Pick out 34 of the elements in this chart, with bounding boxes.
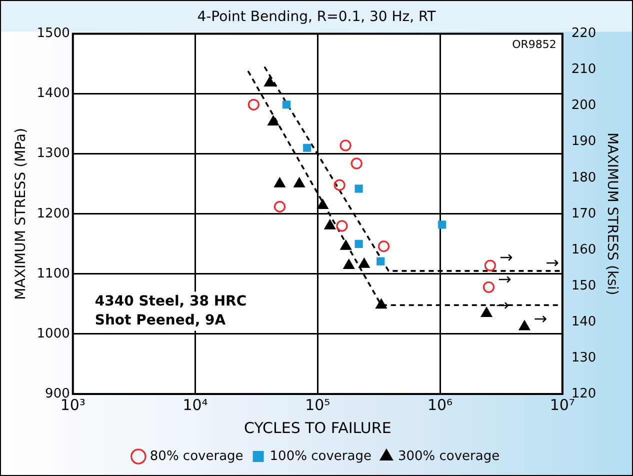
y-tick-label: 1300 bbox=[36, 146, 70, 162]
y2-tick-label: 170 bbox=[571, 206, 596, 222]
y-tick-label: 1500 bbox=[36, 26, 70, 42]
x-tick-label: 10⁴ bbox=[182, 396, 208, 414]
y2-tick-label: 160 bbox=[571, 242, 596, 258]
x-tick-label: 10⁶ bbox=[427, 396, 453, 414]
y2-tick-label: 190 bbox=[571, 134, 596, 150]
y2-tick-label: 220 bbox=[571, 26, 596, 42]
annotation: → bbox=[498, 269, 512, 288]
y2-tick-label: 150 bbox=[571, 278, 596, 294]
chart-title: 4-Point Bending, R=0.1, 30 Hz, RT bbox=[197, 9, 436, 26]
y-tick-label: 1100 bbox=[36, 266, 70, 282]
legend-label: 100% coverage bbox=[270, 448, 372, 464]
y-tick-label: 1400 bbox=[36, 86, 70, 102]
x-tick-label: 10⁷ bbox=[550, 396, 575, 414]
annotation: Shot Peened, 9A bbox=[94, 312, 226, 328]
y2-tick-label: 140 bbox=[571, 314, 596, 330]
y2-tick-label: 210 bbox=[571, 62, 596, 78]
annotation: OR9852 bbox=[512, 38, 556, 52]
legend-label: 300% coverage bbox=[398, 448, 500, 464]
annotation: → bbox=[546, 253, 560, 272]
annotation: → bbox=[534, 308, 548, 328]
y2-axis-title: MAXIMUM STRESS (ksi) bbox=[604, 132, 620, 296]
x-axis-title: CYCLES TO FAILURE bbox=[244, 418, 392, 437]
y-tick-label: 1000 bbox=[36, 326, 70, 342]
x-tick-label: 10⁵ bbox=[305, 396, 330, 414]
annotation: → bbox=[499, 248, 513, 267]
y-axis-title: MAXIMUM STRESS (MPa) bbox=[13, 128, 30, 300]
y2-tick-label: 130 bbox=[571, 350, 596, 366]
annotation: 4340 Steel, 38 HRC bbox=[94, 293, 247, 310]
y2-tick-label: 200 bbox=[571, 98, 596, 114]
legend-label: 80% coverage bbox=[150, 448, 244, 464]
y2-tick-label: 180 bbox=[571, 170, 596, 186]
y-tick-label: 1200 bbox=[36, 206, 70, 222]
